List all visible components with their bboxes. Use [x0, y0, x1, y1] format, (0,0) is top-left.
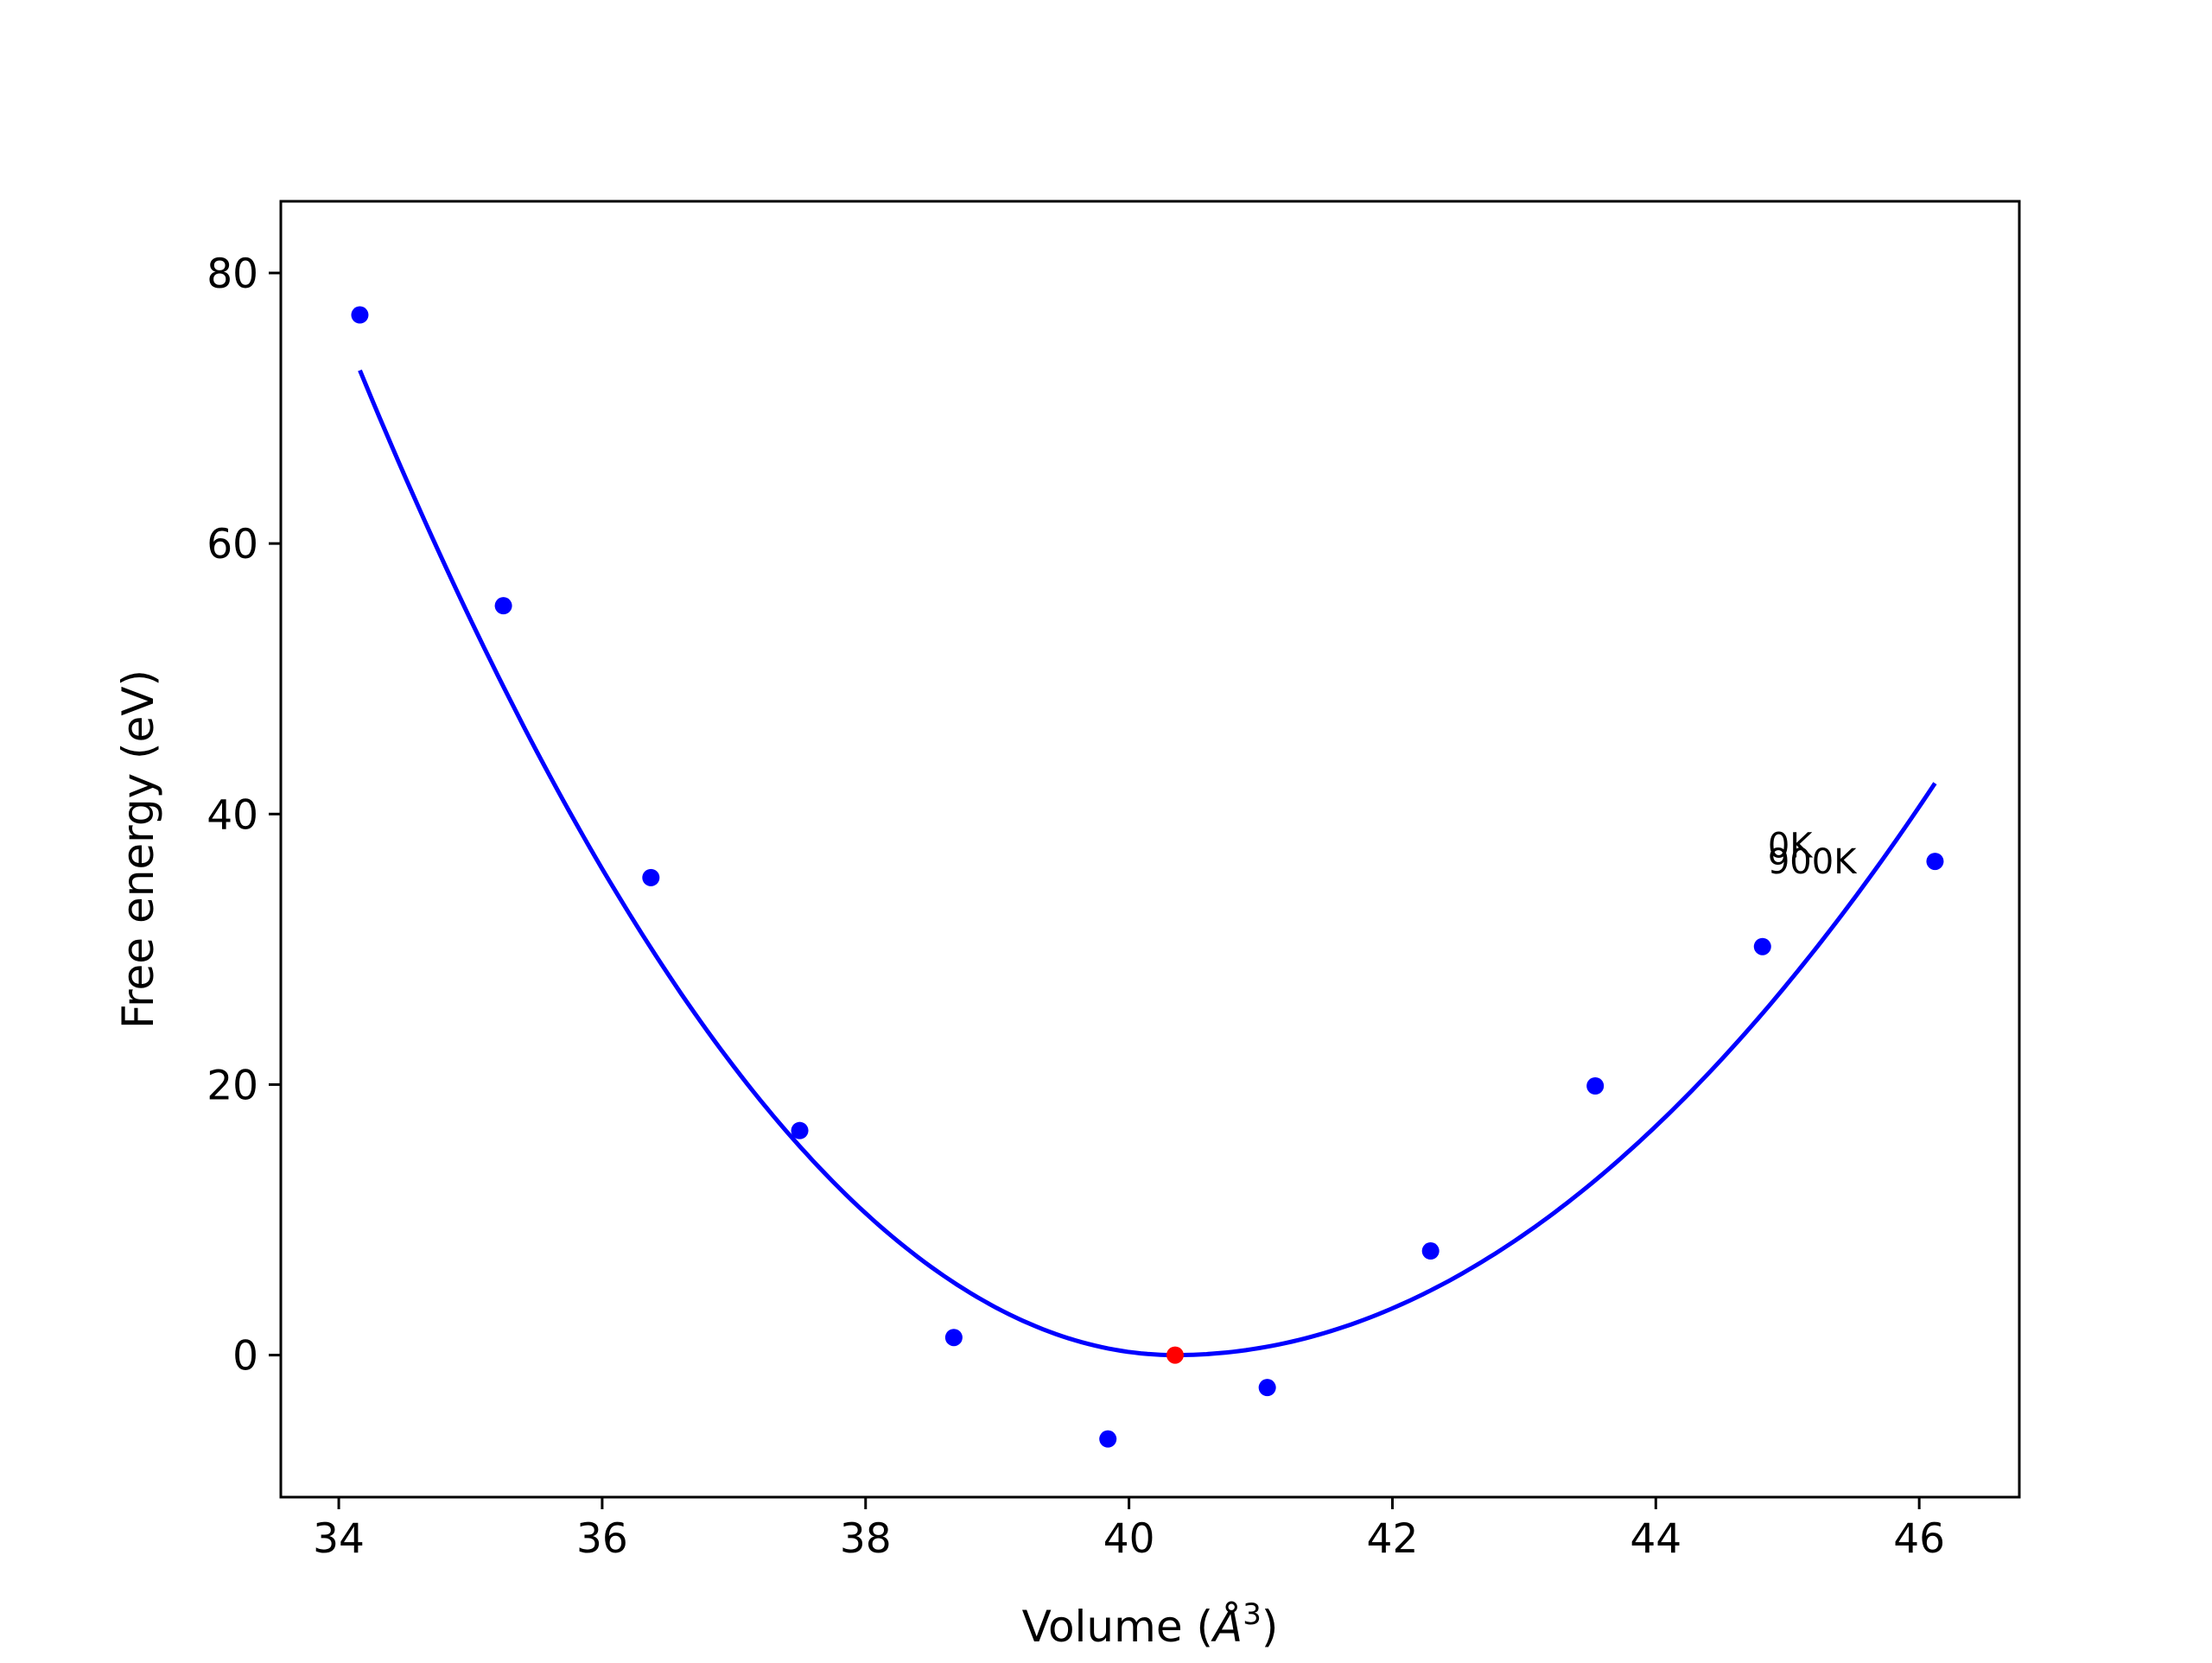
y-tick-label: 60 [207, 521, 258, 568]
x-axis: 34 36 38 40 42 44 46 [313, 1497, 1945, 1563]
x-tick-label: 36 [576, 1515, 628, 1563]
fit-curve [358, 369, 1937, 1358]
data-point [494, 597, 512, 615]
data-point [944, 1329, 963, 1347]
x-axis-label: Volume (Å3) [1022, 1597, 1279, 1652]
y-tick-label: 0 [232, 1333, 258, 1381]
x-tick-label: 44 [1630, 1515, 1681, 1563]
data-points [351, 306, 1944, 1448]
x-tick-label: 42 [1367, 1515, 1419, 1563]
y-tick-label: 40 [207, 791, 258, 839]
y-tick-label: 20 [207, 1062, 258, 1109]
plot-area [279, 200, 2021, 1499]
data-point [1099, 1430, 1117, 1448]
minimum-point [1166, 1346, 1184, 1364]
x-tick-label: 40 [1103, 1515, 1155, 1563]
data-point [642, 868, 660, 886]
x-tick-label: 38 [840, 1515, 892, 1563]
data-point [1586, 1077, 1605, 1095]
annotation-label: 900K [1768, 842, 1858, 882]
annotation-label: 0K [1768, 826, 1814, 866]
y-axis-label: Free energy (eV) [113, 670, 163, 1029]
y-axis: 0 20 40 60 80 [207, 251, 281, 1381]
x-tick-label: 34 [313, 1515, 365, 1563]
data-point [1421, 1242, 1440, 1260]
data-point [1753, 937, 1771, 955]
data-point [1926, 853, 1944, 871]
data-point [791, 1121, 809, 1139]
data-point [1258, 1379, 1276, 1397]
y-tick-label: 80 [207, 251, 258, 298]
data-point [351, 306, 369, 324]
x-tick-label: 46 [1893, 1515, 1945, 1563]
